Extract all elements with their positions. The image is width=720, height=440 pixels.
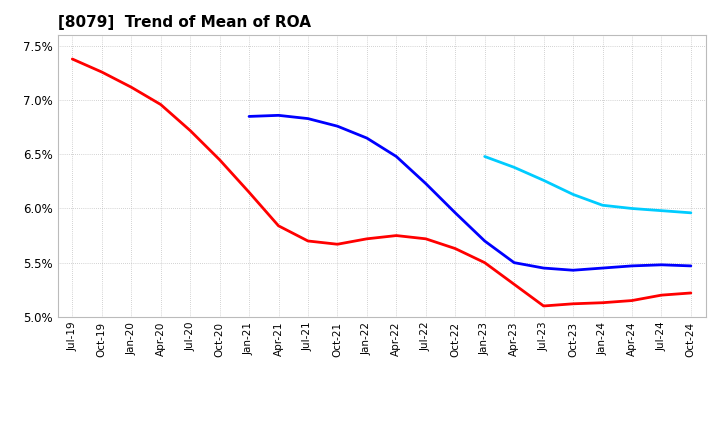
Text: [8079]  Trend of Mean of ROA: [8079] Trend of Mean of ROA: [58, 15, 310, 30]
